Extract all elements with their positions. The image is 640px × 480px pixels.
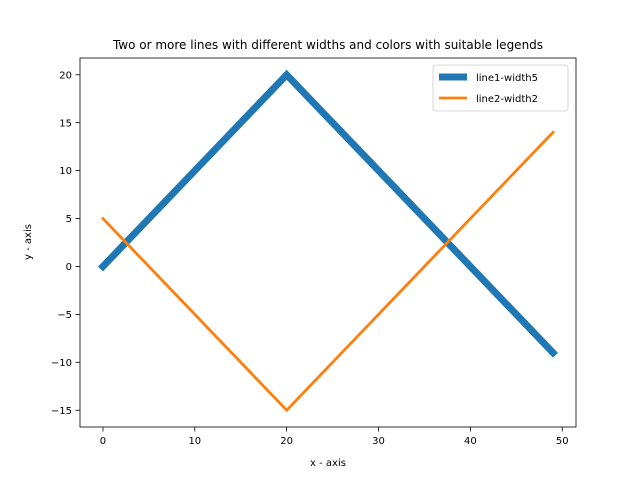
y-tick-label: 15 [59,118,72,129]
legend: line1-width5 line2-width2 [432,64,569,112]
y-tick-label: −5 [57,310,72,321]
y-axis-title: y - axis [23,224,34,260]
axes-frame [79,57,577,428]
y-tick-label: −10 [51,358,72,369]
x-tick-label: 10 [188,436,201,447]
x-axis-title: x - axis [310,458,346,469]
x-tick-label: 30 [372,436,385,447]
legend-label-2: line2-width2 [476,94,538,105]
y-tick-label: 0 [66,262,72,273]
x-tick-label: 40 [464,436,477,447]
y-tick-label: 20 [59,70,72,81]
y-tick-label: 10 [59,166,72,177]
x-tick-label: 0 [100,436,106,447]
axis-ticks: 0 10 20 30 40 50 −15 −10 −5 0 5 10 15 20 [51,57,577,447]
series-line-1 [98,69,558,358]
plot-area [98,69,558,413]
legend-label-1: line1-width5 [476,73,538,84]
x-tick-label: 50 [556,436,569,447]
series-line-2 [100,130,556,413]
x-tick-label: 20 [280,436,293,447]
y-tick-label: −15 [51,406,72,417]
y-tick-label: 5 [66,214,72,225]
chart-title: Two or more lines with different widths … [112,38,543,52]
